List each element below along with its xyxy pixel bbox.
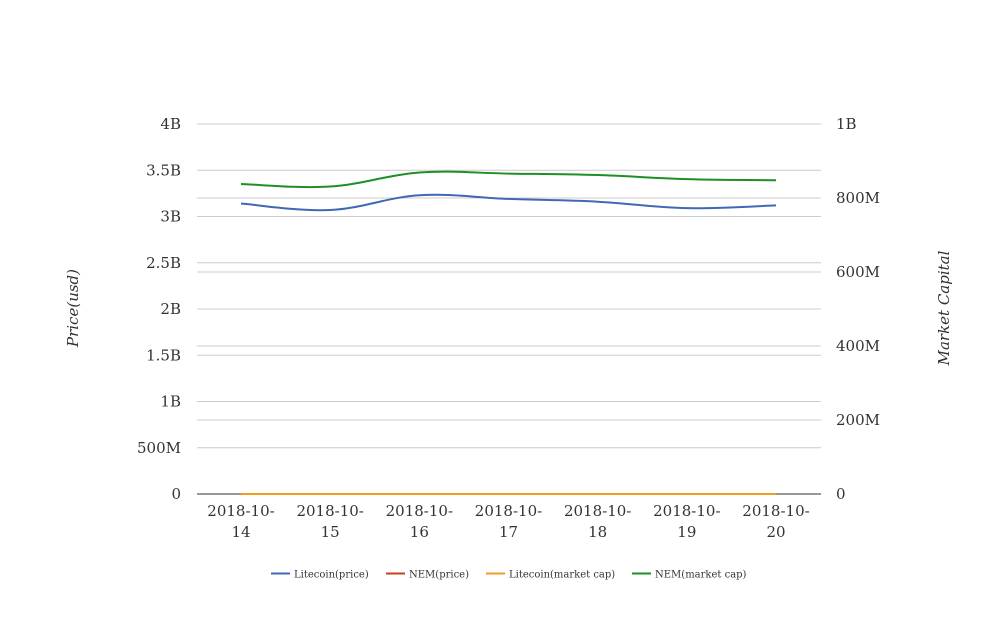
left-tick-label: 4B bbox=[160, 115, 181, 133]
left-tick-label: 2.5B bbox=[146, 254, 181, 272]
right-tick-label: 200M bbox=[836, 411, 880, 429]
legend-item-litecoin-price[interactable]: Litecoin(price) bbox=[271, 570, 369, 581]
right-tick-label: 600M bbox=[836, 263, 880, 281]
left-tick-label: 3.5B bbox=[146, 161, 181, 179]
left-tick-label: 0 bbox=[171, 485, 181, 503]
left-tick-label: 500M bbox=[137, 439, 181, 457]
right-axis-ticks: 0 200M 400M 600M 800M 1B bbox=[836, 115, 880, 503]
left-tick-label: 1B bbox=[160, 393, 181, 411]
x-tick-label-line: 17 bbox=[499, 523, 518, 541]
x-tick-label-line: 15 bbox=[321, 523, 340, 541]
x-tick-label-line: 2018-10- bbox=[296, 502, 363, 520]
series-line-litecoin-price bbox=[240, 193, 777, 212]
right-tick-label: 1B bbox=[836, 115, 857, 133]
x-tick-label-line: 2018-10- bbox=[564, 502, 631, 520]
x-tick-label: 2018-10- 14 bbox=[207, 502, 274, 541]
left-axis-ticks: 0 500M 1B 1.5B 2B 2.5B 3B 3.5B 4B bbox=[137, 115, 181, 503]
x-tick-label-line: 14 bbox=[231, 523, 250, 541]
x-tick-label-line: 19 bbox=[677, 523, 696, 541]
x-tick-label: 2018-10- 20 bbox=[742, 502, 809, 541]
y-axis-title-right: Market Capital bbox=[935, 250, 953, 366]
right-tick-label: 0 bbox=[836, 485, 846, 503]
series-lines bbox=[240, 170, 777, 496]
x-tick-label-line: 2018-10- bbox=[386, 502, 453, 520]
x-tick-label-line: 18 bbox=[588, 523, 607, 541]
x-tick-label-line: 20 bbox=[766, 523, 785, 541]
right-gridlines bbox=[197, 123, 821, 421]
legend-label: Litecoin(market cap) bbox=[509, 570, 615, 581]
legend-item-nem-price[interactable]: NEM(price) bbox=[386, 570, 469, 581]
right-tick-label: 400M bbox=[836, 337, 880, 355]
legend-item-nem-market-cap[interactable]: NEM(market cap) bbox=[632, 570, 747, 581]
x-tick-label: 2018-10- 18 bbox=[564, 502, 631, 541]
legend-label: NEM(market cap) bbox=[655, 570, 747, 581]
x-tick-label-line: 2018-10- bbox=[742, 502, 809, 520]
y-axis-title-left: Price(usd) bbox=[64, 269, 82, 348]
x-tick-label-line: 2018-10- bbox=[207, 502, 274, 520]
x-tick-label-line: 2018-10- bbox=[475, 502, 542, 520]
left-tick-label: 1.5B bbox=[146, 346, 181, 364]
x-tick-label-line: 16 bbox=[410, 523, 429, 541]
right-tick-label: 800M bbox=[836, 189, 880, 207]
x-axis-ticks: 2018-10- 14 2018-10- 15 2018-10- 16 2018-10- 17… bbox=[207, 502, 809, 541]
x-tick-label: 2018-10- 16 bbox=[386, 502, 453, 541]
x-tick-label-line: 2018-10- bbox=[653, 502, 720, 520]
series-line-nem-market-cap bbox=[240, 170, 777, 189]
left-gridlines bbox=[197, 123, 821, 449]
x-tick-label: 2018-10- 19 bbox=[653, 502, 720, 541]
left-tick-label: 3B bbox=[160, 208, 181, 226]
left-tick-label: 2B bbox=[160, 300, 181, 318]
x-tick-label: 2018-10- 17 bbox=[475, 502, 542, 541]
legend-item-litecoin-market-cap[interactable]: Litecoin(market cap) bbox=[486, 570, 615, 581]
legend: Litecoin(price) NEM(price) Litecoin(market… bbox=[271, 570, 747, 581]
legend-label: NEM(price) bbox=[409, 570, 469, 581]
x-tick-label: 2018-10- 15 bbox=[296, 502, 363, 541]
legend-label: Litecoin(price) bbox=[294, 570, 369, 581]
